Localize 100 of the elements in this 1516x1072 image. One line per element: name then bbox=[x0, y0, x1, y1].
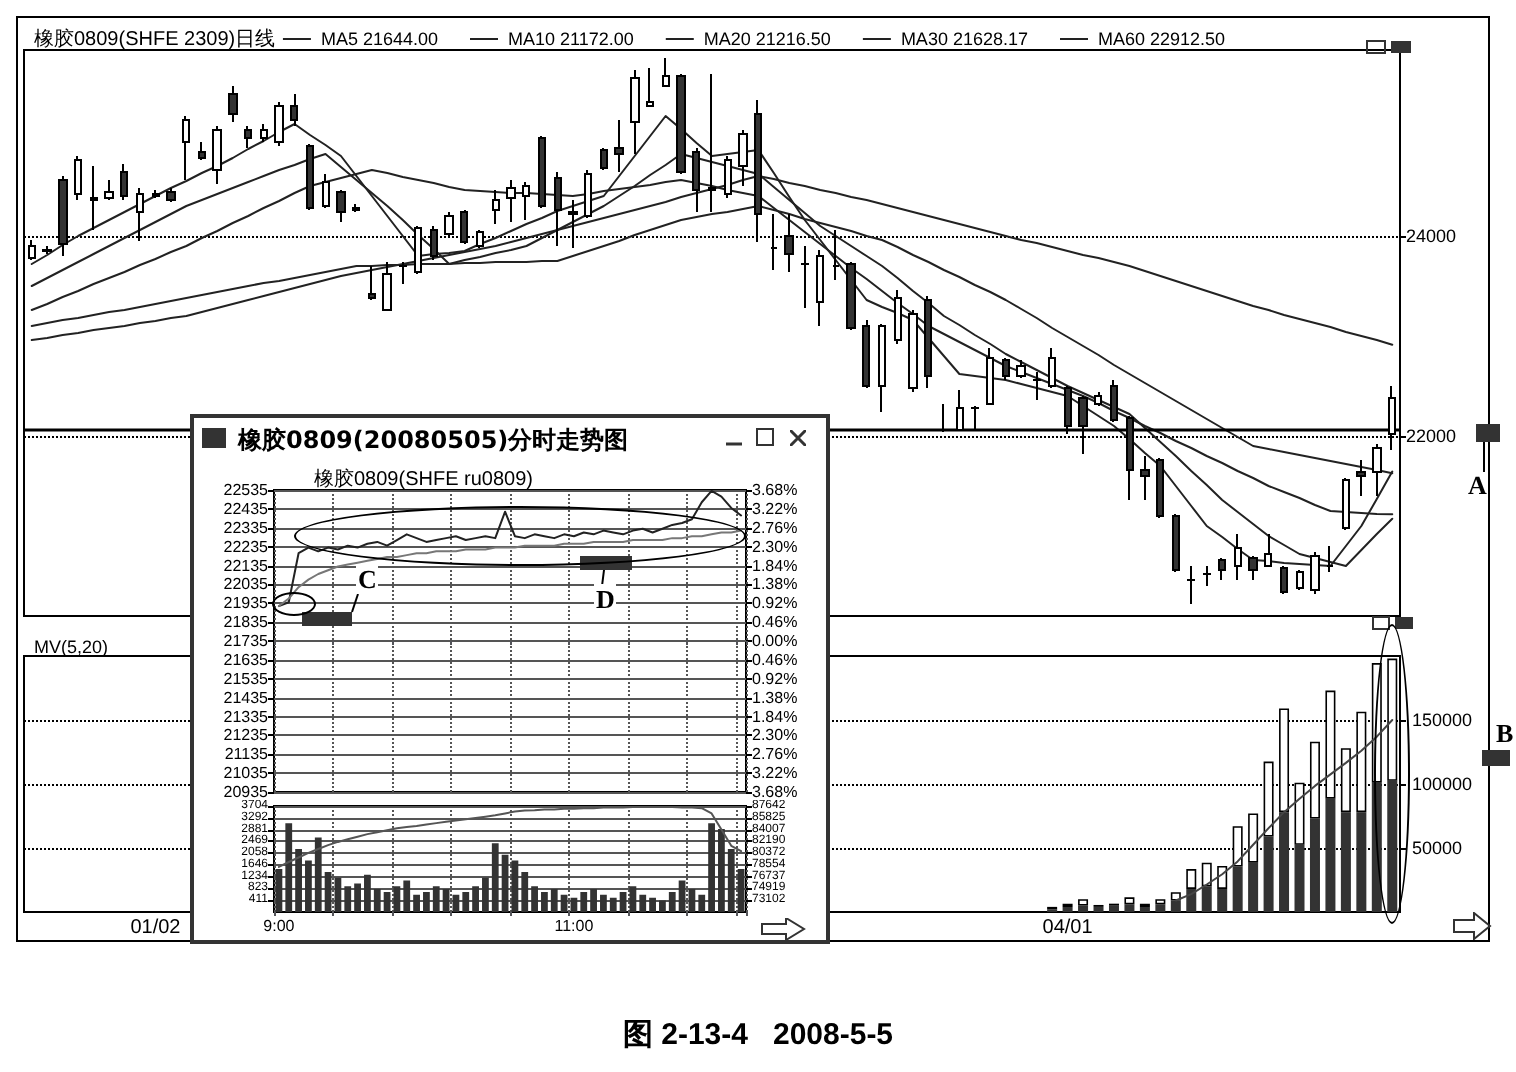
legend-label: MA30 21628.17 bbox=[900, 29, 1028, 49]
candlestick bbox=[74, 155, 82, 201]
y-tick-label: 22135 bbox=[223, 556, 270, 575]
y2-tick-label: 1.38% bbox=[752, 575, 798, 594]
y-tick-label: 22335 bbox=[223, 518, 270, 537]
y-tick-label: 21935 bbox=[223, 594, 270, 613]
candlestick bbox=[1002, 357, 1010, 381]
candlestick bbox=[182, 115, 190, 181]
candlestick bbox=[492, 189, 500, 225]
candlestick bbox=[846, 261, 856, 331]
candlestick bbox=[1234, 533, 1242, 581]
bar bbox=[1232, 866, 1243, 912]
bar bbox=[1124, 904, 1135, 912]
candlestick bbox=[614, 119, 624, 173]
bar bbox=[1387, 780, 1398, 912]
candlestick bbox=[662, 57, 670, 87]
chart-title: MV(5,20) bbox=[34, 637, 109, 657]
candlestick bbox=[506, 179, 516, 223]
y-tick-label: 20935 bbox=[223, 783, 270, 801]
candlestick bbox=[152, 189, 160, 199]
y2-tick-label: 2.76% bbox=[752, 745, 798, 764]
chart-title: 橡胶0809(SHFE 2309)日线 bbox=[34, 27, 276, 51]
y-tick-label: 21635 bbox=[223, 650, 270, 669]
y-tick-label: 21735 bbox=[223, 632, 270, 650]
bar bbox=[1078, 899, 1089, 906]
candlestick bbox=[1186, 565, 1196, 605]
candlestick bbox=[274, 101, 284, 147]
candlestick bbox=[1310, 551, 1320, 595]
candlestick bbox=[1372, 443, 1382, 497]
bar bbox=[1325, 798, 1336, 912]
y2-tick-label: 1.38% bbox=[752, 688, 798, 707]
candlestick bbox=[212, 125, 222, 185]
line-series bbox=[1174, 719, 1394, 902]
candlestick bbox=[1248, 555, 1258, 581]
legend-label: MA10 21172.00 bbox=[508, 29, 634, 49]
candlestick bbox=[1094, 391, 1102, 407]
y-tick-label: 21035 bbox=[223, 764, 270, 783]
candlestick bbox=[908, 309, 918, 393]
candlestick bbox=[228, 85, 238, 123]
chart-title: 橡胶0809(20080505)分时走势图 bbox=[238, 424, 629, 458]
bar bbox=[1217, 888, 1228, 912]
candlestick bbox=[1202, 565, 1212, 587]
candlestick bbox=[1156, 457, 1164, 519]
bar bbox=[1155, 904, 1166, 912]
bar bbox=[1263, 836, 1274, 912]
candlestick bbox=[104, 179, 114, 201]
annotation: D bbox=[594, 584, 617, 614]
candlestick bbox=[1264, 533, 1272, 567]
annotation: C bbox=[356, 564, 379, 594]
candlestick bbox=[584, 169, 592, 219]
legend-label: MA60 22912.50 bbox=[1097, 29, 1226, 49]
candlestick bbox=[986, 347, 994, 405]
y-tick-label: 22535 bbox=[223, 481, 270, 499]
y-tick-label: 22435 bbox=[223, 499, 270, 518]
text: A bbox=[1468, 470, 1487, 500]
bar bbox=[1124, 897, 1135, 905]
y-tick-label: 150000 bbox=[1412, 710, 1473, 730]
candlestick bbox=[1032, 371, 1042, 401]
candlestick bbox=[538, 135, 546, 209]
candlestick bbox=[28, 239, 36, 261]
candlestick bbox=[1356, 459, 1366, 497]
candlestick bbox=[924, 295, 932, 389]
x-tick-label: 01/02 bbox=[130, 917, 182, 939]
y2-tick-label: 0.00% bbox=[752, 632, 798, 650]
text: B bbox=[1496, 718, 1514, 748]
candlestick bbox=[738, 129, 748, 187]
legend-label: MA5 21644.00 bbox=[320, 29, 439, 49]
y2-tick-label: 3.22% bbox=[752, 764, 798, 783]
candlestick bbox=[90, 165, 98, 231]
y2-tick-label: 2.76% bbox=[752, 518, 798, 537]
candlestick bbox=[800, 245, 810, 309]
bar bbox=[1294, 844, 1305, 912]
y2-tick-label: 3.22% bbox=[752, 499, 798, 518]
caption: 图 2-13-4 2008-5-5 bbox=[620, 1018, 896, 1052]
candlestick bbox=[600, 147, 608, 171]
candlestick bbox=[198, 141, 206, 161]
y2-tick-label: 2.30% bbox=[752, 726, 798, 745]
x-tick-label: 9:00 bbox=[263, 917, 296, 935]
y-tick-label: 50000 bbox=[1412, 838, 1463, 858]
candlestick bbox=[352, 203, 360, 213]
candlestick bbox=[816, 249, 824, 327]
candlestick bbox=[166, 187, 176, 203]
candlestick bbox=[306, 143, 314, 211]
y2-tick-label: 2.30% bbox=[752, 537, 798, 556]
y-tick-label: 21435 bbox=[223, 688, 270, 707]
bar bbox=[1201, 862, 1212, 887]
y2-tick-label: 0.92% bbox=[752, 594, 798, 613]
bar bbox=[1170, 900, 1181, 912]
bar bbox=[1108, 905, 1119, 912]
y2-tick-label: 3.68% bbox=[752, 481, 798, 499]
bar bbox=[1186, 888, 1197, 912]
y-tick-label: 21235 bbox=[223, 726, 270, 745]
candlestick bbox=[398, 261, 408, 285]
legend-label: MA20 21216.50 bbox=[703, 29, 831, 49]
y-tick-label: 22235 bbox=[223, 537, 270, 556]
y2-tick-label: 1.84% bbox=[752, 707, 798, 726]
candlestick bbox=[724, 155, 732, 199]
bar bbox=[1248, 862, 1259, 912]
x-tick-label: 11:00 bbox=[554, 917, 595, 935]
candlestick bbox=[878, 323, 886, 413]
